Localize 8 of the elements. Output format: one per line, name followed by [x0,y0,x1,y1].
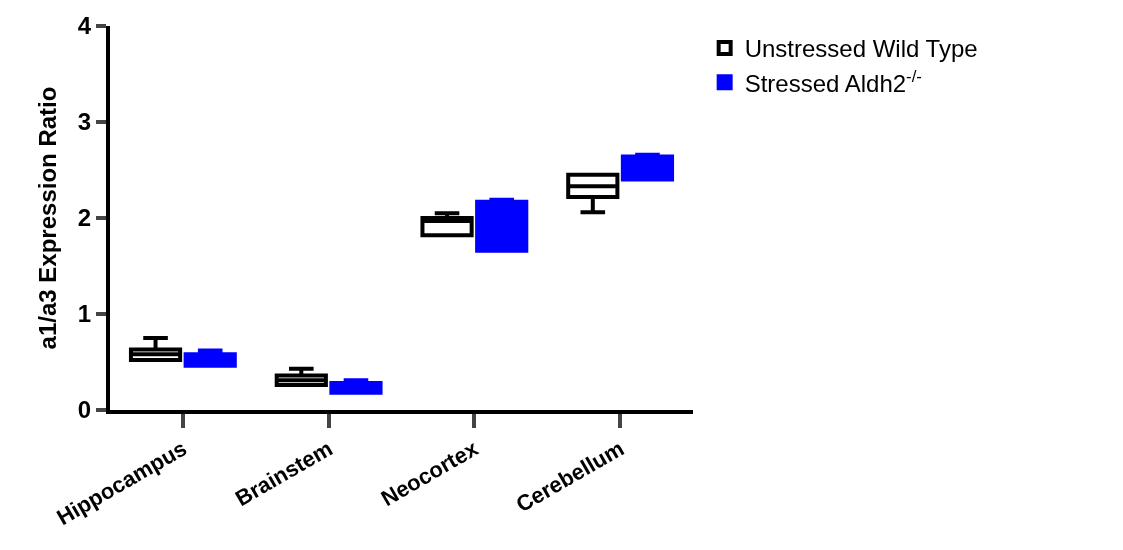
legend-label: Unstressed Wild Type [744,35,978,63]
legend-label: Stressed Aldh2$^{-/-}$ [744,66,922,97]
y-tick-label: 0 [77,396,92,424]
y-tick-label: 4 [77,12,92,40]
y-tick-label: 1 [77,300,92,328]
y-tick-label: 3 [77,108,92,136]
y-tick-label: 2 [77,204,92,232]
y-axis-title: a1/a3 Expression Ratio [34,86,62,350]
